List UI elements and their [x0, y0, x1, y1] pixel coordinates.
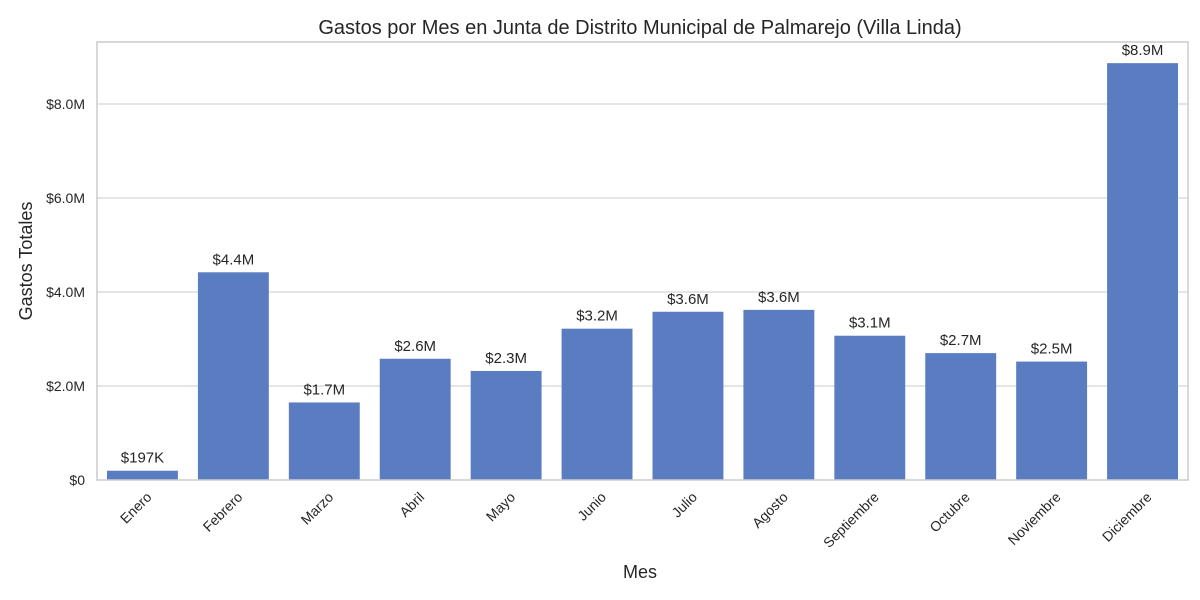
bar-agosto	[743, 309, 815, 480]
bar-noviembre	[1016, 361, 1088, 480]
bar-abril	[379, 358, 451, 480]
x-tick-label: Noviembre	[1005, 489, 1064, 548]
x-tick-label: Febrero	[200, 489, 246, 535]
x-tick-label: Marzo	[298, 489, 337, 528]
y-axis-ticks: $0 $2.0M $4.0M $6.0M $8.0M	[46, 96, 85, 488]
grid-lines	[97, 103, 1188, 387]
bars	[107, 63, 1178, 480]
data-label: $2.7M	[940, 332, 982, 349]
data-label: $3.1M	[849, 315, 891, 332]
bar-septiembre	[834, 335, 906, 480]
bar-marzo	[288, 402, 360, 480]
data-label: $197K	[121, 450, 164, 467]
x-tick-label: Septiembre	[820, 489, 882, 551]
bar-julio	[652, 311, 724, 480]
data-label: $3.6M	[667, 291, 709, 308]
x-tick-label: Abril	[396, 489, 427, 520]
bar-junio	[561, 328, 633, 480]
bar-febrero	[197, 272, 269, 480]
y-tick-label: $6.0M	[46, 190, 85, 206]
x-tick-label: Diciembre	[1099, 489, 1155, 545]
x-axis-ticks: Enero Febrero Marzo Abril Mayo Junio Julio Agos…	[117, 489, 1155, 551]
x-tick-label: Julio	[668, 489, 700, 521]
data-label: $3.6M	[758, 289, 800, 306]
x-tick-label: Octubre	[926, 489, 973, 536]
y-axis-label: Gastos Totales	[16, 202, 36, 321]
bar-mayo	[470, 370, 542, 480]
x-tick-label: Enero	[117, 489, 155, 527]
data-label: $2.6M	[394, 338, 436, 355]
x-tick-label: Junio	[574, 489, 609, 524]
x-tick-label: Mayo	[483, 489, 519, 525]
y-tick-label: $0	[69, 472, 85, 488]
bar-diciembre	[1107, 63, 1178, 480]
bar-octubre	[925, 353, 997, 480]
x-axis-label: Mes	[623, 562, 657, 582]
data-label: $2.5M	[1031, 341, 1073, 358]
data-label: $3.2M	[576, 308, 618, 325]
y-tick-label: $8.0M	[46, 96, 85, 112]
data-label: $2.3M	[485, 350, 527, 367]
data-labels: $197K $4.4M $1.7M $2.6M $2.3M $3.2M $3.6M $3.6M…	[121, 42, 1164, 467]
data-label: $1.7M	[303, 381, 345, 398]
data-label: $4.4M	[213, 251, 255, 268]
data-label: $8.9M	[1122, 42, 1164, 59]
y-tick-label: $2.0M	[46, 378, 85, 394]
bar-enero	[107, 470, 178, 480]
x-tick-label: Agosto	[749, 489, 791, 531]
y-tick-label: $4.0M	[46, 284, 85, 300]
plot-border	[96, 41, 1189, 481]
chart-title: Gastos por Mes en Junta de Distrito Muni…	[318, 17, 961, 39]
plot-frame	[96, 41, 1189, 481]
